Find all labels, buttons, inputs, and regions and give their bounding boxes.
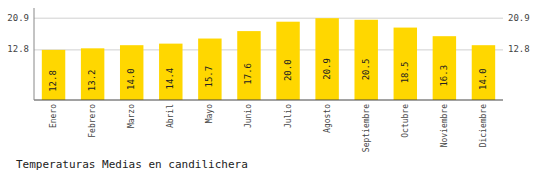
bar (81, 48, 104, 100)
data-label: 14.0 (126, 68, 136, 90)
chart: 12.8 12.8 20.9 20.9 12.8 13.2 14.0 14.4 15.7 17.6… (0, 0, 537, 174)
bar (315, 18, 338, 100)
data-label: 17.6 (243, 63, 253, 85)
x-tick-label: Noviembre (440, 104, 449, 148)
background (0, 0, 537, 174)
x-tick-label: Agosto (323, 104, 332, 133)
data-label: 14.4 (165, 68, 175, 90)
data-label: 15.7 (204, 66, 214, 88)
x-tick-label: Enero (49, 104, 58, 128)
data-label: 20.5 (361, 59, 371, 81)
data-label: 16.3 (439, 65, 449, 87)
data-label: 20.0 (283, 59, 293, 81)
x-tick-label: Febrero (88, 104, 97, 138)
bars (42, 18, 495, 100)
x-tick-label: Septiembre (362, 104, 371, 152)
y-tick-label: 12.8 (7, 44, 29, 54)
grid-line (34, 18, 503, 19)
bar (433, 36, 456, 100)
x-tick-label: Marzo (127, 104, 136, 128)
bar (472, 45, 495, 100)
bar (120, 45, 143, 100)
bar (159, 44, 182, 100)
data-label: 20.9 (322, 58, 332, 80)
bar (198, 39, 221, 100)
x-tick-label: Julio (284, 104, 293, 128)
x-tick-label: Diciembre (479, 104, 488, 148)
x-tick-label: Octubre (401, 104, 410, 138)
data-label: 13.2 (87, 70, 97, 92)
title: Temperaturas Medias en candilichera (16, 158, 248, 171)
y-tick-label: 20.9 (7, 13, 29, 23)
data-label: 14.0 (478, 68, 488, 90)
x-tick-label: Mayo (205, 104, 214, 123)
data-label: 18.5 (400, 62, 410, 84)
bar (237, 31, 260, 100)
x-tick-label: Junio (244, 104, 253, 128)
bar (394, 28, 417, 100)
y2-tick-label: 12.8 (508, 44, 530, 54)
x-tick-label: Abril (166, 104, 175, 128)
bar (276, 22, 299, 100)
bar (354, 20, 377, 100)
data-label: 12.8 (48, 70, 58, 92)
y-axis-line (34, 8, 35, 100)
y2-tick-label: 20.9 (508, 13, 530, 23)
bar (42, 50, 65, 100)
x-axis-line (34, 100, 503, 101)
